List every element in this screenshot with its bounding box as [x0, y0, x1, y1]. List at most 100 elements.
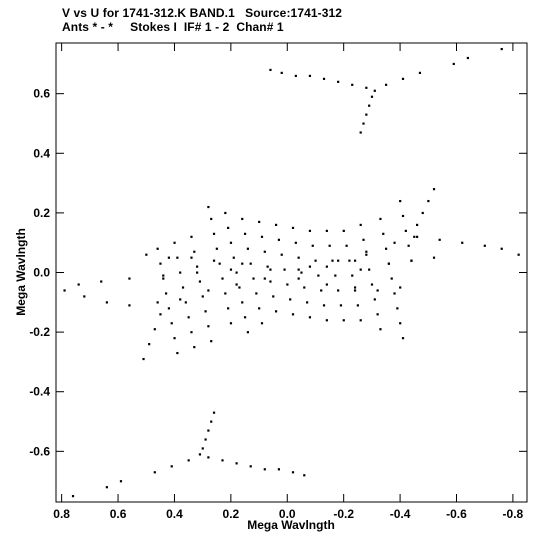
uv-point [351, 83, 354, 86]
y-tick-label: 0.6 [33, 87, 50, 101]
x-tick-label: 0.2 [223, 507, 240, 521]
uv-point [229, 322, 233, 325]
uv-point [325, 265, 328, 268]
uv-point [452, 62, 455, 66]
uv-point [241, 262, 244, 265]
x-tick-label: 0.0 [279, 507, 296, 521]
uv-point [353, 286, 357, 289]
uv-point [207, 205, 210, 209]
uv-point [204, 310, 207, 313]
uv-point [396, 307, 399, 310]
uv-point [156, 301, 159, 304]
uv-point [382, 232, 385, 235]
uv-point [317, 274, 320, 277]
uv-point [201, 295, 204, 298]
uv-point [432, 188, 436, 191]
uv-point [173, 241, 176, 244]
uv-point [393, 241, 396, 244]
uv-point [246, 331, 249, 334]
uv-point [207, 456, 210, 459]
y-tick-label: 0.2 [33, 206, 50, 220]
uv-point [334, 274, 337, 277]
uv-point [291, 226, 295, 229]
data-points [63, 47, 520, 498]
uv-point [243, 232, 247, 235]
uv-point [258, 307, 261, 310]
uv-point [362, 238, 365, 241]
x-axis-label: Mega Wavlngth [247, 518, 335, 532]
uv-point [345, 244, 348, 247]
uv-point [179, 298, 182, 301]
uv-point [297, 268, 300, 271]
uv-point [63, 289, 66, 292]
uv-point [263, 468, 266, 471]
uv-point [286, 283, 289, 286]
uv-point [148, 343, 151, 346]
uv-point [365, 113, 368, 116]
uv-point [184, 301, 187, 304]
uv-point [263, 277, 266, 280]
uv-point [207, 429, 210, 432]
uv-point [215, 247, 218, 250]
x-tick-label: -0.4 [390, 507, 411, 521]
uv-point [238, 286, 241, 289]
uv-point [427, 199, 430, 203]
uv-point [337, 259, 340, 262]
uv-point [162, 277, 165, 280]
uv-point [170, 322, 173, 325]
uv-point [280, 71, 283, 75]
uv-point [300, 271, 303, 274]
uv-point [235, 283, 238, 286]
uv-point [224, 292, 227, 295]
uv-point [351, 274, 354, 277]
uv-point [190, 331, 193, 334]
uv-point [308, 316, 312, 319]
uv-point [291, 313, 295, 316]
uv-point [212, 411, 216, 414]
uv-point [235, 271, 238, 274]
uv-point [359, 223, 362, 227]
uv-point [142, 357, 145, 361]
uv-point [269, 68, 272, 72]
uv-point [210, 420, 213, 423]
uv-point [331, 259, 334, 262]
uv-point [311, 244, 314, 247]
uv-point [196, 271, 199, 274]
x-tick-label: 0.4 [166, 507, 183, 521]
uv-point [167, 307, 171, 310]
uv-point [416, 223, 419, 227]
uv-point [227, 226, 230, 229]
uv-point [263, 250, 266, 253]
uv-point [170, 465, 173, 468]
uv-point [159, 262, 162, 265]
uv-point [368, 268, 371, 271]
uv-point [229, 268, 233, 271]
uv-point [227, 307, 230, 310]
uv-point [376, 313, 379, 316]
y-tick-label: 0.0 [33, 266, 50, 280]
uv-point [387, 262, 391, 265]
uv-point [342, 319, 345, 322]
uv-point [308, 265, 312, 268]
uv-point [291, 471, 295, 474]
uv-point [399, 199, 402, 203]
uv-point [269, 268, 272, 271]
uv-point [339, 304, 343, 307]
uv-point [379, 217, 382, 221]
uv-point [297, 277, 300, 280]
uv-point [399, 286, 402, 289]
uv-point [328, 244, 331, 247]
chart-subtitle: Ants * - * Stokes I IF# 1 - 2 Chan# 1 [62, 20, 284, 34]
uv-point [224, 211, 227, 215]
uv-point [390, 277, 393, 280]
uv-point [359, 131, 362, 134]
uv-point [280, 253, 283, 256]
uv-point [483, 244, 486, 247]
uv-point [258, 220, 261, 224]
uv-point [393, 292, 396, 295]
uv-point [153, 328, 156, 331]
uv-point [193, 346, 196, 349]
uv-point [128, 277, 131, 280]
uv-point [421, 211, 424, 215]
y-tick-label: -0.2 [29, 325, 50, 339]
